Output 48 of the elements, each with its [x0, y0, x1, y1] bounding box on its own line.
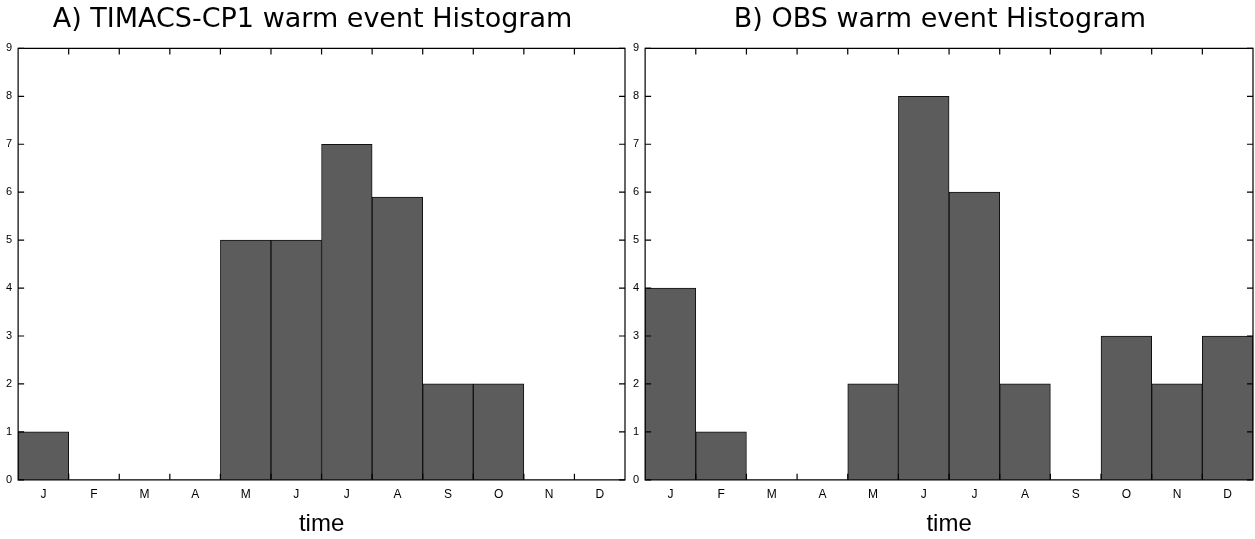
y-tick-label: 1 — [5, 424, 13, 437]
y-tick-label: 7 — [5, 137, 13, 150]
y-tick-label: 4 — [5, 281, 13, 294]
x-tick-label: J — [971, 487, 978, 502]
x-tick-label: J — [343, 487, 350, 502]
y-tick-label: 3 — [632, 329, 640, 342]
x-tick-label: J — [667, 487, 674, 502]
x-tick-label: N — [1172, 487, 1182, 502]
x-axis-title: time — [298, 509, 345, 537]
x-tick-label: O — [1121, 487, 1132, 502]
x-tick-label: M — [240, 487, 251, 502]
y-tick-label: 5 — [5, 233, 13, 246]
y-tick-label: 6 — [632, 185, 640, 198]
y-tick-label: 7 — [632, 137, 640, 150]
y-tick-label: 9 — [632, 41, 640, 54]
x-tick-label: M — [868, 487, 879, 502]
y-tick-label: 1 — [632, 424, 640, 437]
x-tick-label: A — [818, 487, 827, 502]
y-tick-label: 6 — [5, 185, 13, 198]
y-tick-label: 3 — [5, 329, 13, 342]
x-tick-label: D — [595, 487, 605, 502]
chart-title: A) TIMACS-CP1 warm event Histogram — [52, 2, 573, 34]
y-tick-label: 8 — [632, 89, 640, 102]
x-tick-label: J — [40, 487, 47, 502]
x-tick-label: J — [293, 487, 300, 502]
x-axis-title: time — [926, 509, 972, 537]
x-tick-label: S — [443, 487, 452, 502]
x-tick-label: J — [920, 487, 927, 502]
y-tick-label: 8 — [5, 89, 13, 102]
y-tick-label: 5 — [632, 233, 640, 246]
y-tick-label: 9 — [5, 41, 13, 54]
x-tick-label: O — [493, 487, 504, 502]
x-tick-label: F — [90, 487, 98, 502]
y-tick-label: 4 — [632, 281, 640, 294]
chart-title: B) OBS warm event Histogram — [733, 2, 1147, 34]
x-tick-label: M — [139, 487, 150, 502]
x-tick-label: A — [393, 487, 402, 502]
x-tick-label: F — [717, 487, 725, 502]
y-tick-label: 2 — [632, 376, 640, 389]
x-tick-label: N — [544, 487, 554, 502]
x-tick-label: S — [1071, 487, 1080, 502]
x-tick-label: A — [1021, 487, 1030, 502]
x-tick-label: M — [766, 487, 777, 502]
y-tick-label: 2 — [5, 376, 13, 389]
y-tick-label: 0 — [632, 472, 640, 485]
x-tick-label: A — [191, 487, 200, 502]
y-tick-label: 0 — [5, 472, 13, 485]
x-tick-label: D — [1223, 487, 1233, 502]
